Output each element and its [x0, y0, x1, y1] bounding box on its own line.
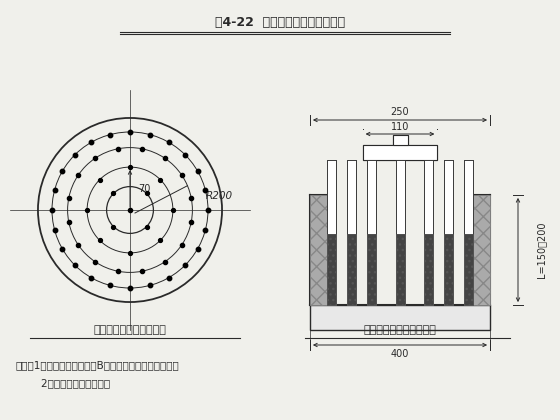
Bar: [424, 234, 433, 305]
Bar: [327, 234, 336, 305]
Bar: [464, 160, 473, 234]
Bar: [444, 234, 453, 305]
Text: 250: 250: [391, 107, 409, 117]
Bar: [393, 135, 408, 145]
Bar: [347, 160, 356, 234]
Text: 50: 50: [394, 135, 406, 145]
Bar: [395, 234, 404, 305]
Bar: [330, 130, 470, 200]
Text: 110: 110: [391, 122, 409, 132]
Bar: [444, 234, 453, 305]
Bar: [347, 160, 356, 234]
Bar: [310, 305, 490, 330]
Text: 70: 70: [138, 184, 151, 194]
Bar: [367, 160, 376, 234]
Text: 图4-22  竖井开挖炮眼平面布置图: 图4-22 竖井开挖炮眼平面布置图: [215, 16, 345, 29]
Bar: [444, 160, 453, 234]
Bar: [464, 160, 473, 234]
Bar: [424, 160, 433, 234]
Bar: [444, 160, 453, 234]
Bar: [310, 195, 330, 305]
Text: 竖井开挖炮眼平面布置图: 竖井开挖炮眼平面布置图: [94, 325, 166, 335]
Text: R200: R200: [206, 191, 232, 201]
Text: 400: 400: [391, 349, 409, 359]
Bar: [363, 145, 437, 160]
Bar: [327, 160, 336, 234]
Bar: [347, 234, 356, 305]
Bar: [395, 234, 404, 305]
Text: 说明：1、本图以设计图竖井B型开挖断面进行炮眼布置。: 说明：1、本图以设计图竖井B型开挖断面进行炮眼布置。: [15, 360, 179, 370]
Bar: [367, 160, 376, 234]
Bar: [347, 234, 356, 305]
Bar: [424, 234, 433, 305]
Bar: [464, 234, 473, 305]
Bar: [327, 234, 336, 305]
Bar: [367, 234, 376, 305]
Text: L=150～200: L=150～200: [536, 222, 546, 278]
Bar: [424, 160, 433, 234]
Bar: [327, 160, 336, 234]
Text: 2、本图尺寸以厘米计。: 2、本图尺寸以厘米计。: [15, 378, 110, 388]
Bar: [395, 160, 404, 234]
Bar: [470, 195, 490, 305]
Bar: [367, 234, 376, 305]
Bar: [464, 234, 473, 305]
Text: 竖井开挖炮眼剖面布置图: 竖井开挖炮眼剖面布置图: [363, 325, 436, 335]
Bar: [395, 160, 404, 234]
